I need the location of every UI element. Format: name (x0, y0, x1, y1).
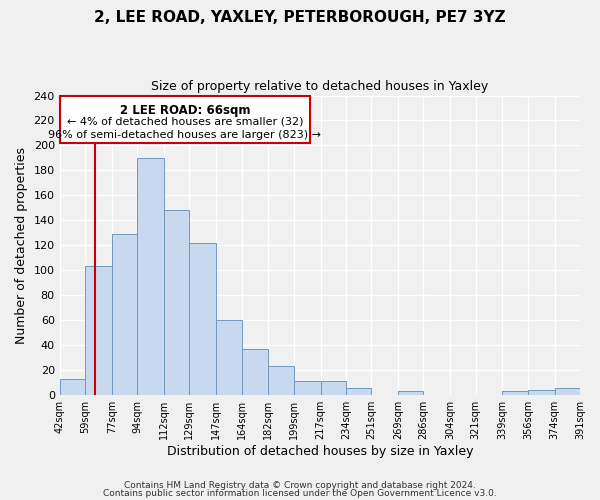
Bar (59, 378, 85, 394)
Text: Contains public sector information licensed under the Open Government Licence v3: Contains public sector information licen… (103, 488, 497, 498)
Y-axis label: Number of detached properties: Number of detached properties (15, 146, 28, 344)
Bar (346, 388, 371, 394)
Text: ← 4% of detached houses are smaller (32): ← 4% of detached houses are smaller (32) (67, 117, 303, 127)
Bar (190, 242, 216, 394)
Bar (112, 234, 137, 394)
Text: Contains HM Land Registry data © Crown copyright and database right 2024.: Contains HM Land Registry data © Crown c… (124, 481, 476, 490)
Bar (502, 391, 528, 394)
Bar (294, 381, 320, 394)
FancyBboxPatch shape (59, 96, 310, 143)
Text: 2, LEE ROAD, YAXLEY, PETERBOROUGH, PE7 3YZ: 2, LEE ROAD, YAXLEY, PETERBOROUGH, PE7 3… (94, 10, 506, 25)
Bar (398, 391, 424, 394)
Bar (320, 381, 346, 394)
Bar (268, 366, 294, 394)
Bar (164, 210, 190, 394)
Title: Size of property relative to detached houses in Yaxley: Size of property relative to detached ho… (151, 80, 488, 93)
Bar (216, 320, 242, 394)
Bar (528, 390, 554, 394)
Bar (137, 158, 164, 394)
X-axis label: Distribution of detached houses by size in Yaxley: Distribution of detached houses by size … (167, 444, 473, 458)
Bar (242, 348, 268, 395)
Text: 96% of semi-detached houses are larger (823) →: 96% of semi-detached houses are larger (… (49, 130, 322, 140)
Bar (85, 266, 112, 394)
Text: 2 LEE ROAD: 66sqm: 2 LEE ROAD: 66sqm (119, 104, 250, 117)
Bar (554, 388, 580, 394)
